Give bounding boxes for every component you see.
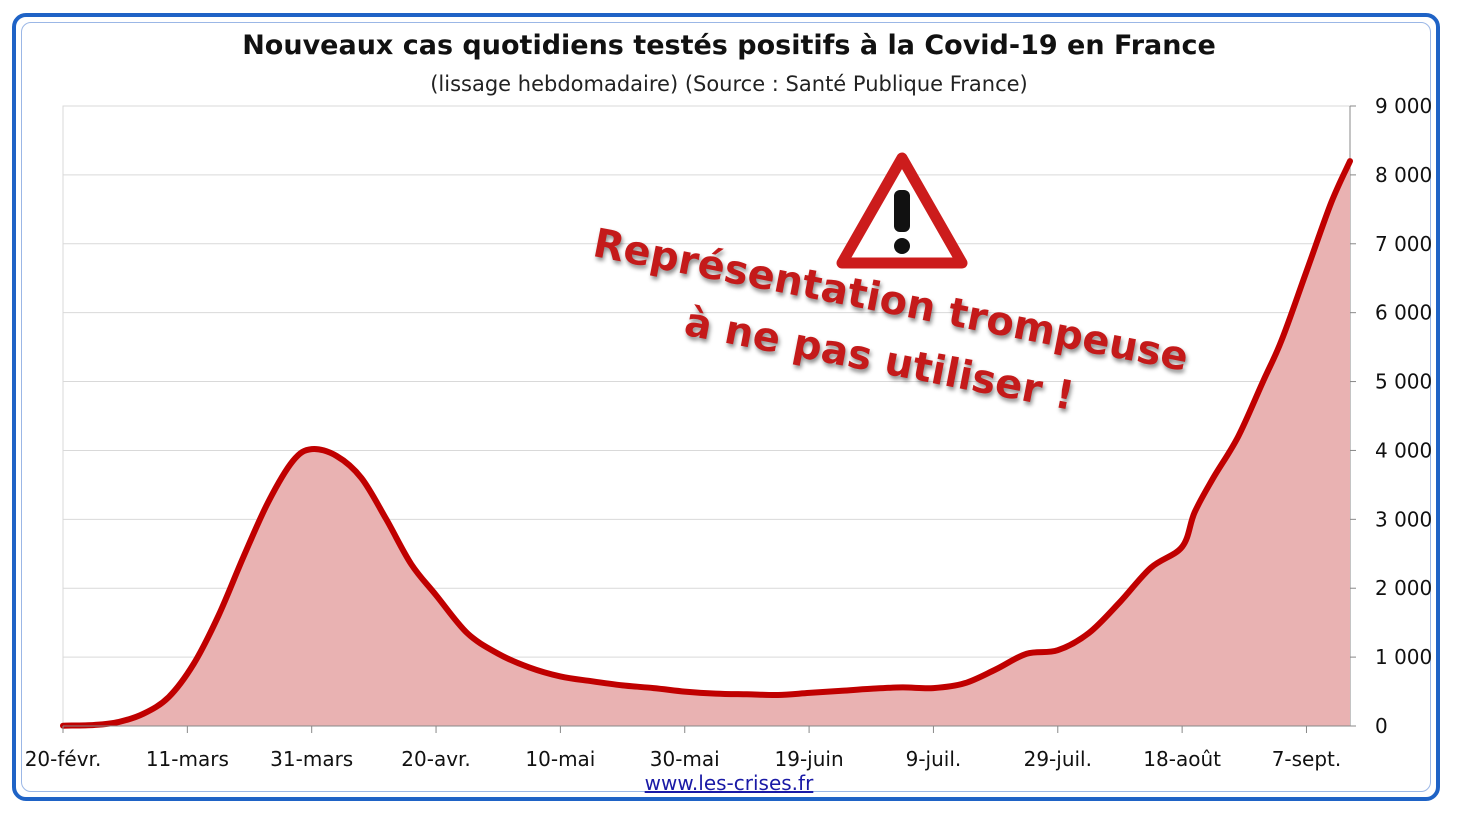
y-tick-label: 9 000 [1375,94,1432,118]
y-tick-label: 5 000 [1375,370,1432,394]
y-tick-label: 1 000 [1375,645,1432,669]
x-tick-label: 11-mars [146,747,229,771]
y-tick-label: 3 000 [1375,507,1432,531]
source-link[interactable]: www.les-crises.fr [644,771,814,795]
series-area [63,161,1350,727]
warning-triangle-icon [832,148,972,282]
series-line [60,158,1353,729]
x-tick-label: 7-sept. [1272,747,1342,771]
x-tick-label: 29-juil. [1024,747,1092,771]
x-tick-label: 20-avr. [401,747,471,771]
chart-frame-inner [21,22,1431,792]
y-tick-label: 0 [1375,714,1388,738]
y-tick-label: 7 000 [1375,232,1432,256]
y-tick-label: 8 000 [1375,163,1432,187]
x-tick-label: 31-mars [270,747,353,771]
y-tick-label: 2 000 [1375,576,1432,600]
y-tick-label: 6 000 [1375,301,1432,325]
x-tick-label: 10-mai [525,747,595,771]
x-tick-label: 9-juil. [906,747,962,771]
y-tick-label: 4 000 [1375,438,1432,462]
x-tick-label: 19-juin [775,747,844,771]
chart-title: Nouveaux cas quotidiens testés positifs … [242,30,1216,61]
x-tick-label: 18-août [1143,747,1221,771]
x-tick-label: 20-févr. [25,747,102,771]
x-tick-label: 30-mai [650,747,720,771]
chart-subtitle: (lissage hebdomadaire) (Source : Santé P… [430,72,1028,96]
